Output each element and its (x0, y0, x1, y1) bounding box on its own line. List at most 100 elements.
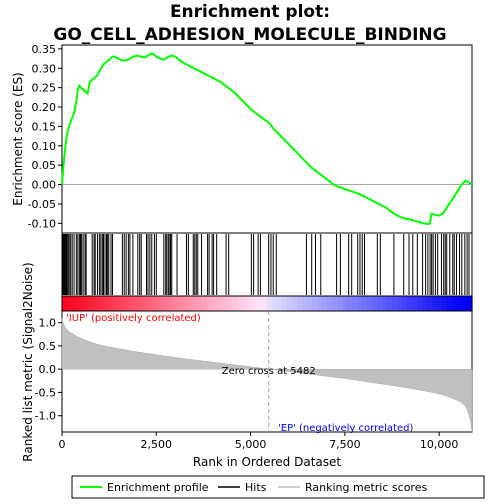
gradient-cell (332, 296, 338, 311)
gradient-cell (62, 296, 68, 311)
gradient-cell (117, 296, 123, 311)
gradient-cell (202, 296, 208, 311)
gradient-cell (457, 296, 463, 311)
chart-title-line-2: GO_CELL_ADHESION_MOLECULE_BINDING (53, 25, 446, 45)
gradient-cell (357, 296, 363, 311)
gradient-cell (347, 296, 353, 311)
legend-label: Enrichment profile (107, 481, 209, 494)
gradient-cell (432, 296, 438, 311)
gradient-cell (232, 296, 238, 311)
legend-label: Ranking metric scores (305, 481, 427, 494)
gradient-cell (387, 296, 393, 311)
gradient-cell (132, 296, 138, 311)
gradient-cell (262, 296, 268, 311)
metric-x-tick-label: 2,500 (141, 438, 173, 451)
es-y-tick-label: 0.30 (32, 62, 57, 75)
zero-cross-label: Zero cross at 5482 (222, 366, 316, 377)
gradient-cell (222, 296, 228, 311)
gradient-cell (162, 296, 168, 311)
es-y-tick-label: -0.10 (28, 217, 56, 230)
gradient-cell (267, 296, 273, 311)
gradient-cell (72, 296, 78, 311)
gradient-cell (187, 296, 193, 311)
gradient-cell (142, 296, 148, 311)
gradient-cell (227, 296, 233, 311)
ranking-metric-area (61, 317, 473, 433)
gradient-cell (417, 296, 423, 311)
gradient-cell (172, 296, 178, 311)
gradient-cell (422, 296, 428, 311)
gradient-cell (297, 296, 303, 311)
es-y-axis-label: Enrichment score (ES) (11, 72, 25, 205)
gradient-cell (362, 296, 368, 311)
gradient-cell (392, 296, 398, 311)
metric-y-tick-label: 0.0 (39, 363, 57, 376)
negative-correlation-label: 'EP' (negatively correlated) (278, 423, 413, 434)
gradient-cell (462, 296, 468, 311)
gradient-cell (427, 296, 433, 311)
correlation-gradient-bar (61, 295, 473, 312)
gradient-cell (287, 296, 293, 311)
gradient-cell (127, 296, 133, 311)
gradient-cell (407, 296, 413, 311)
gradient-cell (122, 296, 128, 311)
gradient-cell (412, 296, 418, 311)
gradient-cell (87, 296, 93, 311)
hit-lines (61, 234, 470, 295)
gradient-cell (277, 296, 283, 311)
gradient-cell (102, 296, 108, 311)
metric-y-ticks: -1.0 -0.5 0.0 0.5 1.0 (35, 317, 62, 423)
es-y-tick-label: 0.10 (32, 140, 57, 153)
gradient-cell (352, 296, 358, 311)
gradient-cell (252, 296, 258, 311)
gradient-cell (437, 296, 443, 311)
gradient-cell (312, 296, 318, 311)
metric-y-tick-label: -1.0 (35, 410, 56, 423)
gradient-cell (147, 296, 153, 311)
metric-x-tick-label: 7,500 (329, 438, 361, 451)
gradient-cell (442, 296, 448, 311)
gradient-cell (182, 296, 188, 311)
chart-legend: Enrichment profile Hits Ranking metric sco… (71, 475, 485, 499)
es-y-tick-label: 0.05 (32, 159, 57, 172)
gradient-cell (97, 296, 103, 311)
gradient-cell (237, 296, 243, 311)
positive-correlation-label: 'IUP' (positively correlated) (66, 313, 201, 324)
gradient-cell (247, 296, 253, 311)
gradient-cell (377, 296, 383, 311)
gradient-cell (307, 296, 313, 311)
chart-title-line-1: Enrichment plot: (170, 2, 330, 22)
legend-entries: Enrichment profile Hits Ranking metric sco… (80, 481, 427, 494)
metric-x-tick-label: 10,000 (420, 438, 459, 451)
metric-y-tick-label: 1.0 (39, 317, 57, 330)
gradient-cell (322, 296, 328, 311)
es-y-tick-label: 0.35 (32, 43, 57, 56)
gradient-cell (137, 296, 143, 311)
metric-y-tick-label: 0.5 (39, 340, 57, 353)
es-y-tick-label: 0.20 (32, 101, 57, 114)
gradient-cell (282, 296, 288, 311)
gradient-cell (447, 296, 453, 311)
gradient-cell (402, 296, 408, 311)
gradient-cell (242, 296, 248, 311)
gradient-cell (272, 296, 278, 311)
gradient-cell (177, 296, 183, 311)
es-y-ticks: -0.10 -0.05 0.00 0.05 0.10 0.15 0.20 0.25 0.30 0.… (28, 43, 62, 230)
enrichment-score-panel: -0.10 -0.05 0.00 0.05 0.10 0.15 0.20 0.25 0.30 0.… (11, 43, 473, 234)
gradient-cell (467, 296, 473, 311)
gradient-cell (92, 296, 98, 311)
gradient-cell (167, 296, 173, 311)
gradient-cell (152, 296, 158, 311)
gradient-cell (192, 296, 198, 311)
gradient-cell (452, 296, 458, 311)
ranked-metric-panel: Zero cross at 5482 'IUP' (positively cor… (21, 262, 473, 469)
gradient-cell (212, 296, 218, 311)
gradient-cell (292, 296, 298, 311)
gradient-cell (337, 296, 343, 311)
metric-x-axis-label: Rank in Ordered Dataset (193, 455, 341, 469)
metric-y-tick-label: -0.5 (35, 386, 56, 399)
gradient-cell (217, 296, 223, 311)
es-y-tick-label: -0.05 (28, 198, 56, 211)
gradient-cell (327, 296, 333, 311)
